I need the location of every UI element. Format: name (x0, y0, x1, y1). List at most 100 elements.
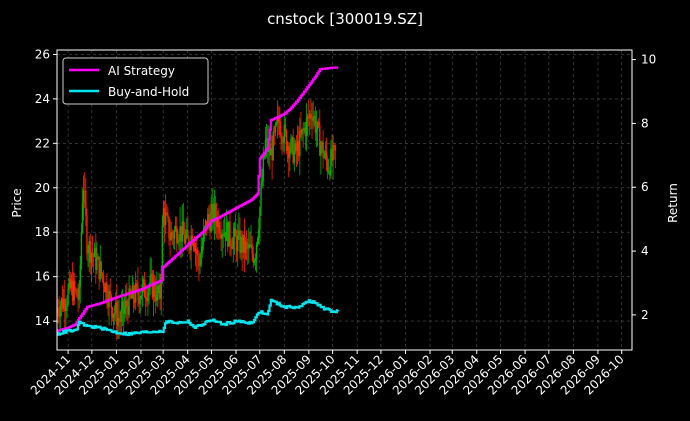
candle-body (181, 221, 183, 242)
candle-body (159, 284, 161, 299)
candle-body (320, 146, 322, 156)
candle-body (90, 253, 93, 263)
candle-body (256, 237, 259, 244)
candle-body (184, 236, 187, 244)
candle-body (91, 253, 94, 256)
candle-body (238, 230, 240, 236)
y2-axis-label: Return (666, 183, 680, 223)
candle-body (156, 285, 158, 301)
candle-body (262, 157, 264, 182)
candle-body (231, 247, 233, 249)
candle-body (109, 291, 111, 296)
candle-body (282, 142, 284, 144)
candle-body (105, 282, 107, 293)
candle-body (196, 248, 198, 255)
candle-body (115, 302, 117, 313)
candle-body (264, 139, 267, 156)
candle-body (87, 252, 89, 254)
candle-body (163, 208, 166, 225)
candle-body (316, 121, 319, 130)
candle-body (305, 118, 308, 137)
candle-body (106, 282, 108, 301)
candle-body (133, 299, 136, 303)
candle-body (171, 232, 174, 236)
candle-body (148, 287, 150, 292)
y-tick-label: 20 (35, 181, 50, 195)
candle-body (95, 247, 97, 270)
candle-body (183, 234, 186, 244)
candle-body (219, 232, 221, 235)
candle-body (213, 203, 216, 223)
y-tick-label: 18 (35, 225, 50, 239)
candle-body (99, 261, 101, 280)
candle-body (71, 280, 74, 301)
candle-body (204, 220, 207, 228)
candle-body (254, 258, 257, 261)
candle-body (240, 237, 242, 253)
strategy-line (57, 66, 339, 332)
y2-tick-label: 6 (641, 180, 649, 194)
candle-body (323, 155, 325, 158)
candle-body (138, 295, 140, 304)
candle-body (58, 313, 60, 317)
candle-body (150, 274, 152, 277)
candle-body (303, 127, 305, 131)
candle-body (284, 124, 287, 132)
candle-body (65, 307, 67, 312)
candle-body (139, 298, 141, 304)
candle-body (59, 306, 62, 317)
candle-body (160, 273, 162, 299)
candle-body (111, 308, 114, 318)
candle-body (281, 136, 283, 143)
candle-body (248, 244, 250, 249)
candle-body (76, 290, 78, 298)
candle-body (259, 207, 261, 230)
candle-body (298, 141, 300, 156)
candle-body (64, 298, 66, 312)
candle-body (172, 235, 175, 239)
candle-body (125, 300, 127, 309)
candle-body (251, 244, 253, 254)
candle-body (176, 226, 178, 243)
candle-body (325, 151, 328, 161)
candle-body (302, 128, 304, 131)
candle-body (136, 283, 138, 285)
y-tick-label: 14 (35, 314, 50, 328)
candle-body (228, 221, 230, 247)
candle-body (289, 150, 291, 159)
candle-body (290, 138, 292, 151)
candle-body (279, 121, 281, 135)
chart-title: cnstock [300019.SZ] (267, 10, 423, 28)
candle-body (205, 220, 208, 227)
candle-body (86, 215, 88, 254)
candle-body (208, 214, 210, 220)
candle-body (225, 222, 228, 241)
candle-body (113, 312, 116, 315)
candle-body (103, 285, 106, 293)
candle-body (269, 143, 271, 156)
candle-body (283, 124, 286, 143)
legend-label-strategy: AI Strategy (108, 64, 175, 78)
candle-body (146, 299, 148, 302)
candle-body (162, 208, 165, 226)
candle-body (249, 244, 251, 247)
candle-body (123, 308, 126, 314)
candle-body (293, 150, 295, 163)
candle-body (70, 280, 73, 289)
candle-body (60, 298, 63, 307)
candle-body (233, 227, 236, 238)
candle-body (292, 137, 294, 163)
candle-body (247, 244, 249, 249)
return-lines (57, 66, 340, 337)
candle-body (187, 229, 189, 239)
candle-body (194, 248, 197, 251)
candle-body (317, 121, 320, 126)
candle-body (110, 295, 113, 309)
left-axis: 14 16 18 20 22 24 26 (35, 47, 57, 328)
candle-body (314, 116, 317, 133)
candle-body (81, 203, 84, 232)
y2-tick-label: 10 (641, 53, 656, 67)
candle-body (331, 149, 333, 161)
candle-body (168, 217, 170, 239)
